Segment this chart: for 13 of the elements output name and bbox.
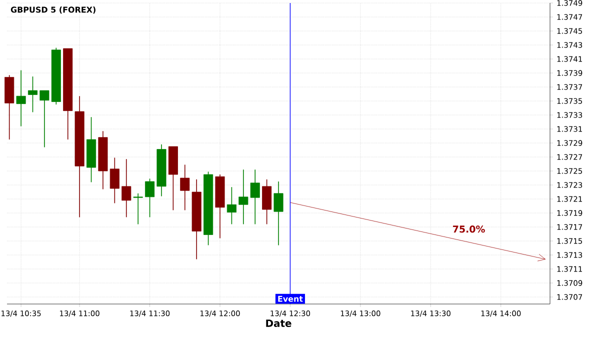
candlestick (274, 181, 284, 246)
x-axis-title: Date (266, 320, 292, 328)
annotation: 75.0% (453, 226, 485, 233)
candlestick (226, 186, 236, 225)
candlestick (133, 193, 143, 225)
candlestick (145, 178, 155, 218)
candlestick (16, 70, 26, 127)
candlestick (28, 76, 38, 113)
candlestick (40, 90, 50, 148)
candlestick (110, 157, 120, 204)
candlestick (180, 164, 190, 211)
candlestick (122, 158, 132, 218)
candlestick (262, 179, 272, 225)
